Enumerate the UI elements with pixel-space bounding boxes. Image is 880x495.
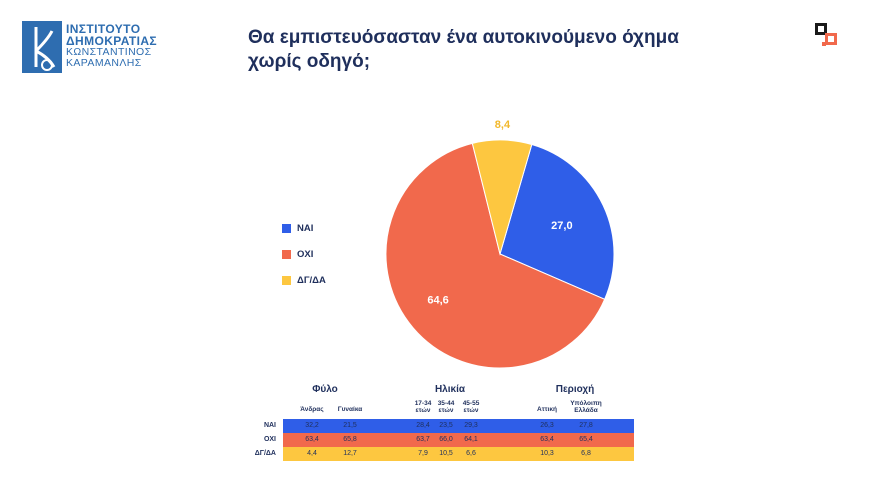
table-cell-dgda: 4,4 (307, 450, 317, 457)
logo-line-4: ΚΑΡΑΜΑΝΛΗΣ (66, 57, 142, 69)
legend-item-dgda: ΔΓ/ΔΑ (282, 273, 326, 287)
group-header-gender: Φύλο (312, 384, 338, 395)
chart-title-line-2: χωρίς οδηγό; (248, 51, 371, 72)
logo-text: ΙΝΣΤΙΤΟΥΤΟ ΔΗΜΟΚΡΑΤΙΑΣ ΚΩΝΣΤΑΝΤΙΝΟΣ ΚΑΡΑ… (66, 23, 157, 69)
table-row-nai-band (283, 419, 634, 433)
data-label-oxi: 64,6 (427, 295, 448, 307)
row-label-dgda: ΔΓ/ΔΑ (254, 450, 276, 457)
table-row-oxi-band (283, 433, 634, 447)
table-cell-oxi: 63,7 (416, 436, 430, 443)
table-cell-oxi: 66,0 (439, 436, 453, 443)
table-cell-dgda: 6,8 (581, 450, 591, 457)
logo-line-2: ΔΗΜΟΚΡΑΤΙΑΣ (66, 34, 158, 48)
column-header: Άνδρας (300, 406, 324, 413)
chart-legend: ΝΑΙ ΟΧΙ ΔΓ/ΔΑ (282, 221, 326, 299)
chart-title: Θα εμπιστευόσασταν ένα αυτοκινούμενο όχη… (248, 26, 768, 74)
table-cell-nai: 26,3 (540, 422, 554, 429)
table-cell-oxi: 64,1 (464, 436, 478, 443)
legend-swatch-dgda (282, 275, 291, 285)
pie-slice-dgda (471, 139, 533, 256)
table-cell-oxi: 63,4 (540, 436, 554, 443)
group-header-age: Ηλικία (434, 384, 466, 395)
table-cell-nai: 32,2 (305, 422, 319, 429)
table-cell-nai: 21,5 (343, 422, 357, 429)
data-label-nai: 27,0 (551, 220, 572, 232)
column-header: Γυναίκα (337, 406, 363, 413)
legend-swatch-nai (282, 223, 291, 233)
column-header: 17-34 ετών (414, 400, 432, 414)
table-cell-dgda: 10,5 (439, 450, 453, 457)
column-header: 45-55 ετών (462, 400, 480, 414)
logo-line-3: ΚΩΝΣΤΑΝΤΙΝΟΣ (66, 46, 152, 58)
column-header: Υπόλοιπη Ελλάδα (570, 400, 602, 414)
data-label-dgda: 8,4 (495, 119, 511, 131)
table-cell-nai: 28,4 (416, 422, 430, 429)
legend-label-nai: ΝΑΙ (297, 222, 314, 234)
logo-mark (22, 21, 62, 73)
pie-slice-oxi (385, 142, 606, 369)
table-cell-nai: 29,3 (464, 422, 478, 429)
table-cell-dgda: 7,9 (418, 450, 428, 457)
legend-item-nai: ΝΑΙ (282, 221, 326, 235)
institute-logo: ΙΝΣΤΙΤΟΥΤΟ ΔΗΜΟΚΡΑΤΙΑΣ ΚΩΝΣΤΑΝΤΙΝΟΣ ΚΑΡΑ… (22, 21, 172, 73)
table-cell-oxi: 65,4 (579, 436, 593, 443)
table-row-dgda-band (283, 447, 634, 461)
column-header: Αττική (537, 406, 557, 413)
row-label-oxi: ΟΧΙ (263, 436, 276, 443)
table-cell-dgda: 12,7 (343, 450, 357, 457)
table-cell-dgda: 10,3 (540, 450, 554, 457)
row-label-nai: ΝΑΙ (263, 422, 276, 429)
table-cell-nai: 27,8 (579, 422, 593, 429)
column-header: 35-44 ετών (437, 400, 455, 414)
chart-title-line-1: Θα εμπιστευόσασταν ένα αυτοκινούμενο όχη… (248, 27, 679, 48)
legend-swatch-oxi (282, 249, 291, 259)
legend-label-oxi: ΟΧΙ (297, 248, 314, 260)
table-cell-nai: 23,5 (439, 422, 453, 429)
pie-slice-nai (499, 143, 615, 300)
pie-slices (385, 139, 615, 369)
brand-icon (814, 22, 840, 48)
logo-line-1: ΙΝΣΤΙΤΟΥΤΟ (66, 22, 141, 36)
table-cell-oxi: 65,8 (343, 436, 357, 443)
table-cell-oxi: 63,4 (305, 436, 319, 443)
table-cell-dgda: 6,6 (466, 450, 476, 457)
legend-item-oxi: ΟΧΙ (282, 247, 326, 261)
group-header-region: Περιοχή (555, 384, 595, 395)
pie-labels: 27,0 64,6 8,4 (427, 119, 572, 307)
legend-label-dgda: ΔΓ/ΔΑ (297, 274, 326, 286)
